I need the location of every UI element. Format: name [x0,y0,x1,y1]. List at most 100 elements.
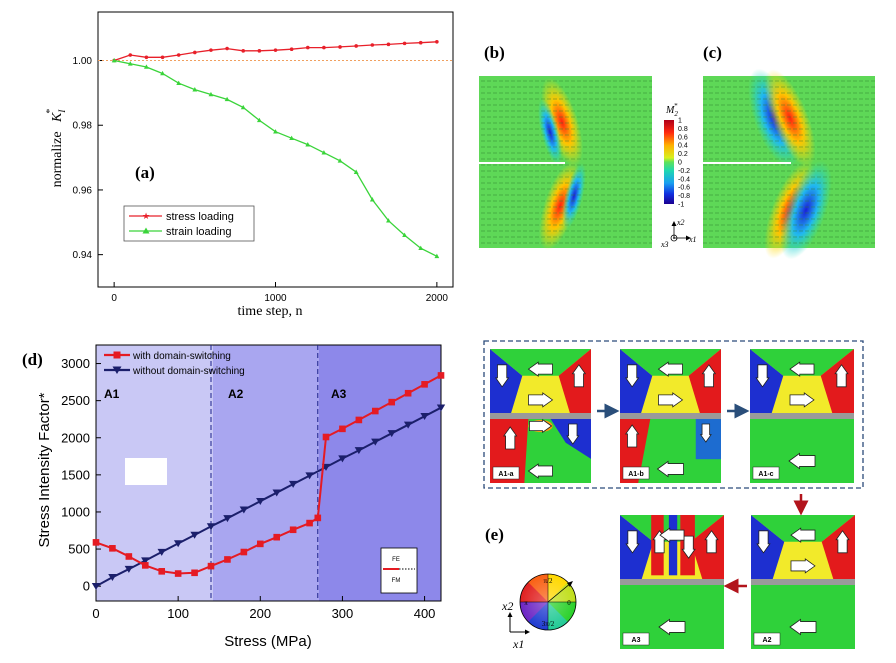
with-domain-switching-point [437,372,445,379]
wheel-label-bottom: 3π/2 [542,620,555,628]
inset-fe-label: FE [392,557,400,563]
x-tick-label: 300 [332,606,354,621]
polarization-arrow-icon [624,424,640,448]
without-domain-switching-point [420,413,429,421]
y-tick-label: 0.96 [73,185,93,196]
strain-loading-point [289,135,295,140]
panel-c: (c) [703,43,875,260]
y-tick-label: 2500 [61,393,90,408]
polarization-arrow-icon [789,618,817,636]
with-domain-switching-point [355,416,363,424]
stress-loading-point [193,50,197,55]
legend-with-domain-switching: with domain-switching [132,351,231,362]
strain-loading-point [111,57,117,63]
strain-loading-point [208,91,214,97]
polarization-arrow-icon [503,426,518,450]
stress-loading-point [338,45,342,49]
panel-d: 0 100 200 300 400 0 500 1000 1500 2000 2500 3000 A1… [22,344,446,650]
stress-loading-point [225,46,229,51]
panel-e-tiles: A1-a A1-b A1-c A2 A3 [490,349,855,649]
domain-tile-a3: A3 [620,515,724,649]
stress-loading-point [144,55,149,60]
without-domain-switching-point [157,548,166,556]
with-domain-switching-point [109,545,116,552]
polarization-arrow-icon [528,392,554,408]
panel-d-label: (d) [22,350,43,369]
without-domain-switching-point [173,540,183,548]
panel-a-axes: 0 1000 2000 0.94 0.96 0.98 1.00 [73,56,449,304]
polarization-arrow-icon [527,361,553,377]
with-domain-switching-point [92,539,100,546]
stress-loading-point [305,45,310,50]
svg-text:★: ★ [142,211,150,221]
with-domain-switching-point [256,540,264,548]
panel-a-legend: ★ stress loading strain loading [123,205,255,242]
panel-a-series [98,39,453,259]
tile-label: A2 [763,637,772,644]
tile-label-box [752,466,780,480]
panel-b: (b) [479,43,652,251]
strain-loading-point [224,96,230,102]
without-domain-switching-point [256,497,265,505]
colorbar-tick-label: -1 [678,202,684,209]
with-domain-switching-point [314,514,322,522]
with-domain-switching-point [322,433,330,441]
strain-loading-point [386,218,391,223]
axis-x3-label: x3 [660,240,669,249]
stress-loading-point [322,45,326,50]
tile-blue-stripe [668,515,678,576]
with-domain-switching-point [174,570,182,577]
polarization-arrow-icon [656,460,684,478]
colorbar-tick-label: 0.8 [678,126,688,133]
colorbar-tick-label: -0.8 [678,193,690,200]
stress-loading-point [176,53,181,57]
polarization-arrow-icon [789,392,815,408]
without-domain-switching-point [354,447,364,455]
polarization-arrow-icon [788,452,816,470]
panel-e-y-axis-label: x2 [501,599,513,613]
stress-loading-point [160,55,165,60]
panel-d-phase-inset: FE FM [380,547,418,594]
with-domain-switching-point [421,381,428,388]
stress-loading-point [418,40,423,45]
panel-d-xlabel: Stress (MPa) [224,633,312,650]
colorbar-scale [664,120,674,204]
without-domain-switching-point [371,438,380,446]
with-domain-switching-point [224,556,231,563]
y-tick-label: 1.00 [73,56,93,67]
stress-loading-point [241,49,246,53]
without-domain-switching-point [190,531,199,539]
tile-crack-band [620,413,721,419]
with-domain-switching-point [339,425,346,433]
panel-b-label: (b) [484,43,505,62]
domain-tile-a1-a: A1-a [490,349,591,483]
panel-a: 0 1000 2000 0.94 0.96 0.98 1.00 (a) ★ stress l… [45,11,454,319]
tile-label-box [622,466,650,480]
axis-x2-label: x2 [676,218,685,227]
polarization-arrow-icon [494,364,510,388]
panel-e-x-axis-label: x1 [512,637,524,651]
polarization-arrow-icon [704,530,719,554]
colorbar-tick-label: -0.4 [678,176,690,183]
with-domain-switching-point [273,533,281,541]
wheel-label-right: 0 [567,599,571,607]
panel-e-label: (e) [485,525,504,544]
without-domain-switching-point [272,489,281,497]
tile-green-domain [620,349,721,376]
wheel-label-left: π [524,599,528,607]
y-tick-label: 500 [68,542,90,557]
panel-c-field-image [703,68,875,260]
without-domain-switching-point [141,557,150,565]
with-domain-switching-point [388,398,396,406]
y-tick-label: 0 [83,579,90,594]
with-domain-switching-point [158,568,166,575]
without-domain-switching-point [288,480,298,488]
colorbar-ticks: 10.80.6 0.40.2 0-0.2-0.4 -0.6-0.8 -1 [678,118,690,209]
axis-x1-label: x1 [688,235,697,244]
strain-loading-point [240,104,246,110]
tile-label: A1-b [628,471,644,478]
x-tick-label: 400 [414,606,436,621]
x-tick-label: 100 [167,606,189,621]
colorbar-tick-label: -0.2 [678,168,690,175]
